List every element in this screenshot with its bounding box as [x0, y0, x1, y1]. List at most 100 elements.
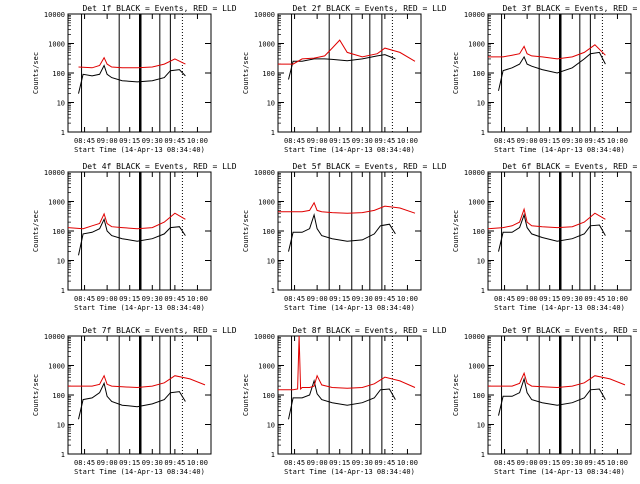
plot-title: Det 3f BLACK = Events, RED = LLD	[502, 4, 640, 13]
y-tick-label: 10000	[44, 169, 65, 177]
y-axis-label: Counts/sec	[242, 52, 250, 94]
x-tick-label: 09:45	[584, 459, 605, 467]
x-axis-label: Start Time (14-Apr-13 08:34:40)	[74, 468, 205, 476]
x-tick-label: 09:45	[374, 295, 395, 303]
x-axis-label: Start Time (14-Apr-13 08:34:40)	[494, 468, 625, 476]
y-axis-label: Counts/sec	[242, 374, 250, 416]
y-tick-label: 1000	[258, 41, 275, 49]
y-axis-label: Counts/sec	[32, 374, 40, 416]
y-tick-label: 100	[472, 392, 485, 400]
events-series-line	[78, 217, 186, 256]
y-tick-label: 1	[481, 287, 485, 295]
x-tick-label: 09:00	[97, 459, 118, 467]
plot-title: Det 6f BLACK = Events, RED = LLD	[502, 162, 640, 171]
x-tick-label: 09:15	[119, 459, 140, 467]
y-axis-label: Counts/sec	[32, 52, 40, 94]
y-axis-label: Counts/sec	[452, 374, 460, 416]
y-tick-label: 10000	[254, 333, 275, 341]
y-tick-label: 1000	[48, 199, 65, 207]
y-tick-label: 1	[61, 129, 65, 137]
y-tick-label: 10	[267, 100, 275, 108]
y-tick-label: 1000	[468, 199, 485, 207]
detector-plot-1: Det 1f BLACK = Events, RED = LLD 1 10 100 10…	[32, 4, 237, 154]
x-tick-label: 08:45	[284, 295, 305, 303]
x-tick-label: 09:00	[307, 459, 328, 467]
x-tick-label: 08:45	[74, 295, 95, 303]
x-tick-label: 10:00	[397, 295, 418, 303]
y-tick-label: 1000	[48, 363, 65, 371]
x-tick-label: 10:00	[397, 137, 418, 145]
x-axis-label: Start Time (14-Apr-13 08:34:40)	[284, 146, 415, 154]
x-tick-label: 08:45	[494, 459, 515, 467]
lld-series-line	[278, 201, 416, 214]
x-tick-label: 10:00	[187, 137, 208, 145]
plot-frame	[277, 171, 422, 291]
x-tick-label: 09:45	[584, 295, 605, 303]
y-tick-label: 100	[52, 228, 65, 236]
plot-title: Det 4f BLACK = Events, RED = LLD	[82, 162, 236, 171]
x-axis-label: Start Time (14-Apr-13 08:34:40)	[74, 146, 205, 154]
events-series-line	[288, 379, 396, 420]
y-tick-label: 10	[477, 422, 485, 430]
y-tick-label: 10000	[254, 169, 275, 177]
y-tick-label: 10	[57, 258, 65, 266]
x-tick-label: 09:45	[374, 459, 395, 467]
detector-plot-5: Det 5f BLACK = Events, RED = LLD 1 10 100 10…	[242, 162, 447, 312]
x-tick-label: 09:15	[119, 295, 140, 303]
y-tick-label: 1	[271, 287, 275, 295]
x-tick-label: 09:30	[562, 459, 583, 467]
y-tick-label: 1	[481, 451, 485, 459]
y-tick-label: 100	[262, 392, 275, 400]
x-axis-label: Start Time (14-Apr-13 08:34:40)	[494, 146, 625, 154]
y-tick-label: 100	[262, 228, 275, 236]
x-tick-label: 09:30	[142, 137, 163, 145]
x-tick-label: 09:15	[539, 295, 560, 303]
x-tick-label: 09:45	[164, 295, 185, 303]
x-tick-label: 09:45	[164, 137, 185, 145]
y-tick-label: 1	[481, 129, 485, 137]
y-tick-label: 1000	[258, 199, 275, 207]
x-tick-label: 09:00	[517, 459, 538, 467]
plot-frame	[277, 13, 422, 133]
detector-plot-8: Det 8f BLACK = Events, RED = LLD 1 10 100 10…	[242, 326, 447, 476]
y-tick-label: 10	[57, 422, 65, 430]
x-tick-label: 08:45	[74, 137, 95, 145]
y-tick-label: 100	[52, 392, 65, 400]
lld-series-line	[488, 371, 626, 389]
events-series-line	[288, 212, 396, 252]
x-axis-label: Start Time (14-Apr-13 08:34:40)	[284, 304, 415, 312]
x-tick-label: 09:15	[329, 295, 350, 303]
y-tick-label: 10	[57, 100, 65, 108]
x-tick-label: 10:00	[607, 459, 628, 467]
y-tick-label: 10	[477, 100, 485, 108]
events-series-line	[78, 64, 186, 94]
y-tick-label: 1000	[48, 41, 65, 49]
y-tick-label: 1000	[468, 41, 485, 49]
y-tick-label: 10000	[44, 333, 65, 341]
y-tick-label: 10000	[464, 11, 485, 19]
detector-plot-2: Det 2f BLACK = Events, RED = LLD 1 10 100 10…	[242, 4, 447, 154]
plot-title: Det 8f BLACK = Events, RED = LLD	[292, 326, 446, 335]
x-tick-label: 09:15	[539, 459, 560, 467]
lld-series-line	[67, 212, 186, 230]
y-tick-label: 10000	[464, 333, 485, 341]
x-tick-label: 09:00	[97, 137, 118, 145]
plot-title: Det 2f BLACK = Events, RED = LLD	[292, 4, 446, 13]
events-series-line	[498, 51, 606, 91]
plot-title: Det 5f BLACK = Events, RED = LLD	[292, 162, 446, 171]
lld-series-line	[488, 44, 606, 60]
y-tick-label: 10000	[254, 11, 275, 19]
x-tick-label: 10:00	[397, 459, 418, 467]
x-tick-label: 09:30	[352, 459, 373, 467]
detector-plot-6: Det 6f BLACK = Events, RED = LLD 1 10 100 10…	[452, 162, 640, 312]
x-axis-label: Start Time (14-Apr-13 08:34:40)	[494, 304, 625, 312]
x-tick-label: 09:45	[374, 137, 395, 145]
detector-plot-4: Det 4f BLACK = Events, RED = LLD 1 10 100 10…	[32, 162, 237, 312]
x-tick-label: 09:00	[517, 295, 538, 303]
events-series-line	[78, 381, 186, 420]
x-tick-label: 09:15	[329, 137, 350, 145]
y-tick-label: 1000	[258, 363, 275, 371]
x-tick-label: 09:30	[142, 459, 163, 467]
x-tick-label: 08:45	[74, 459, 95, 467]
